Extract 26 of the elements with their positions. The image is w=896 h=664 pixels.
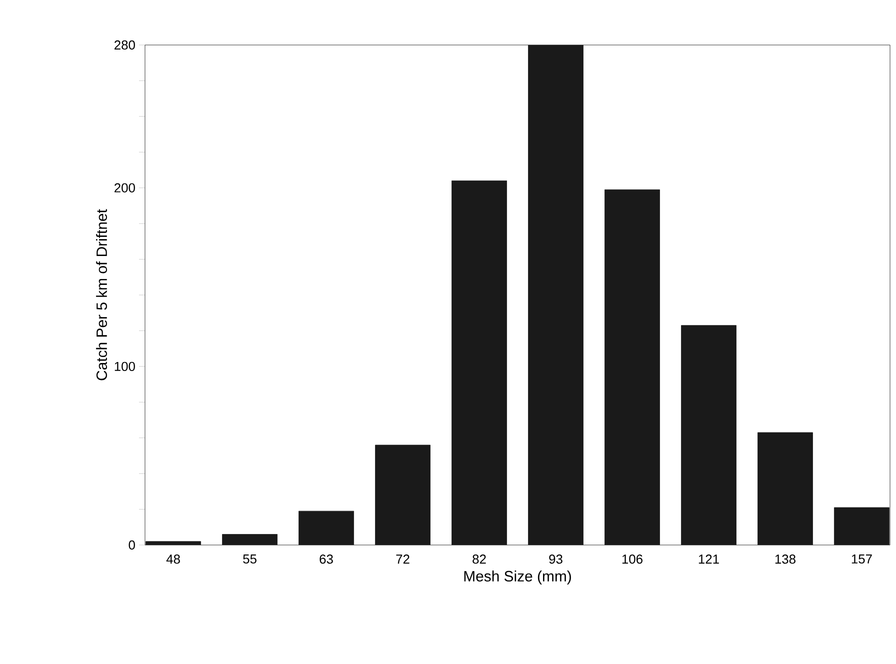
x-tick-label: 157 [852, 554, 872, 564]
y-tick-label: 280 [114, 40, 135, 50]
x-tick-label: 72 [396, 554, 410, 564]
bar [222, 534, 278, 545]
bar [146, 541, 201, 545]
x-tick-label: 63 [320, 554, 333, 564]
bar [452, 180, 507, 545]
y-tick-label: 200 [114, 183, 135, 192]
bar [528, 44, 584, 545]
bar [681, 325, 736, 545]
y-tick-label: 100 [114, 362, 135, 372]
bar [375, 444, 430, 545]
y-tick-label: 0 [128, 540, 135, 550]
x-tick-label: 55 [243, 554, 256, 564]
bar [758, 432, 813, 545]
x-tick-label: 138 [775, 554, 796, 564]
x-axis-title: Mesh Size (mm) [464, 570, 571, 584]
y-axis-title: Catch Per 5 km of Driftnet [96, 209, 108, 380]
x-tick-label: 106 [622, 554, 642, 564]
bar [298, 510, 354, 545]
x-tick-label: 82 [472, 554, 486, 564]
x-tick-label: 48 [166, 554, 180, 564]
bar [604, 189, 660, 545]
bar [834, 507, 890, 545]
x-tick-label: 93 [549, 554, 562, 564]
x-tick-label: 121 [698, 554, 719, 564]
